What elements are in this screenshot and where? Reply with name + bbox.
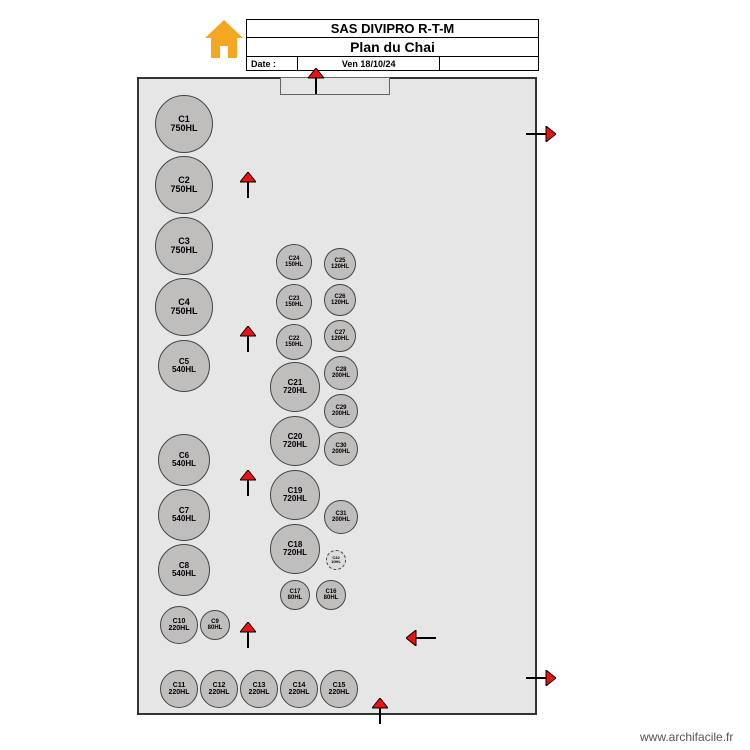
direction-arrow [240,470,256,496]
home-icon [203,18,245,60]
tank-c12: C12220HL [200,670,238,708]
tank-c20: C20720HL [270,416,320,466]
tank-volume: 120HL [331,264,349,270]
direction-arrow [308,68,324,94]
tank-volume: 200HL [332,411,350,417]
door-top [280,77,390,95]
tank-c23: C23150HL [276,284,312,320]
tank-c2: C2750HL [155,156,213,214]
tank-id: C13 [253,682,266,689]
tank-c19: C19720HL [270,470,320,520]
tank-c7: C7540HL [158,489,210,541]
tank-volume: 220HL [288,689,309,696]
tank-c14: C14220HL [280,670,318,708]
tank-id: C12 [213,682,226,689]
tank-volume: 720HL [283,387,307,395]
tank-volume: 750HL [170,185,197,194]
tank-volume: 120HL [331,300,349,306]
date-empty-cell [439,57,538,71]
tank-volume: 540HL [172,460,196,468]
tank-volume: 150HL [285,302,303,308]
tank-volume: 750HL [170,307,197,316]
tank-c29: C29200HL [324,394,358,428]
tank-c30: C30200HL [324,432,358,466]
direction-arrow [240,326,256,352]
tank-volume: 80HL [208,625,223,631]
tank-id: C10 [173,618,186,625]
tank-volume: 80HL [324,595,339,601]
direction-arrow [526,670,556,686]
tank-volume: 80HL [288,595,303,601]
tank-c1: C1750HL [155,95,213,153]
tank-volume: 150HL [285,262,303,268]
title-cell: Plan du Chai [247,38,539,57]
tank-c13: C13220HL [240,670,278,708]
tank-id: C15 [333,682,346,689]
tank-volume: 540HL [172,366,196,374]
tank-c8: C8540HL [158,544,210,596]
tank-volume: 540HL [172,515,196,523]
tank-volume: 200HL [332,449,350,455]
direction-arrow [526,126,556,142]
tank-c6: C6540HL [158,434,210,486]
tank-volume: 120HL [331,336,349,342]
tank-volume: 220HL [328,689,349,696]
direction-arrow [372,698,388,724]
tank-volume: 720HL [283,441,307,449]
tank-id: C11 [173,682,185,689]
tank-volume: 720HL [283,549,307,557]
tank-c26: C26120HL [324,284,356,316]
tank-c4: C4750HL [155,278,213,336]
tank-c15: C15220HL [320,670,358,708]
tank-c3: C3750HL [155,217,213,275]
tank-volume: 220HL [168,689,189,696]
tank-volume: 220HL [168,625,189,632]
direction-arrow [406,630,436,646]
date-label-cell: Date : [247,57,298,71]
tank-id: C14 [293,682,306,689]
tank-volume: 10HL [331,560,341,564]
tank-volume: 750HL [170,124,197,133]
tank-volume: 220HL [208,689,229,696]
tank-c22: C22150HL [276,324,312,360]
tank-c9: C980HL [200,610,230,640]
tank-volume: 750HL [170,246,197,255]
tank-volume: 150HL [285,342,303,348]
watermark: www.archifacile.fr [640,730,733,744]
tank-c17: C1780HL [280,580,310,610]
company-cell: SAS DIVIPRO R-T-M [247,20,539,38]
direction-arrow [240,172,256,198]
tank-c27: C27120HL [324,320,356,352]
tank-volume: 220HL [248,689,269,696]
tank-c24: C24150HL [276,244,312,280]
tank-volume: 720HL [283,495,307,503]
tank-volume: 200HL [332,517,350,523]
tank-c16: C1680HL [316,580,346,610]
tank-c10: C10220HL [160,606,198,644]
floor-plan-canvas: SAS DIVIPRO R-T-M Plan du Chai Date : Ve… [0,0,750,750]
header-table: SAS DIVIPRO R-T-M Plan du Chai Date : Ve… [246,19,539,71]
tank-c25: C25120HL [324,248,356,280]
tank-c28: C28200HL [324,356,358,390]
tank-c11: C11220HL [160,670,198,708]
tank-c18: C18720HL [270,524,320,574]
tank-volume: 200HL [332,373,350,379]
tank-volume: 540HL [172,570,196,578]
tank-c5: C5540HL [158,340,210,392]
tank-c32: C3210HL [326,550,346,570]
tank-c31: C31200HL [324,500,358,534]
direction-arrow [240,622,256,648]
tank-c21: C21720HL [270,362,320,412]
